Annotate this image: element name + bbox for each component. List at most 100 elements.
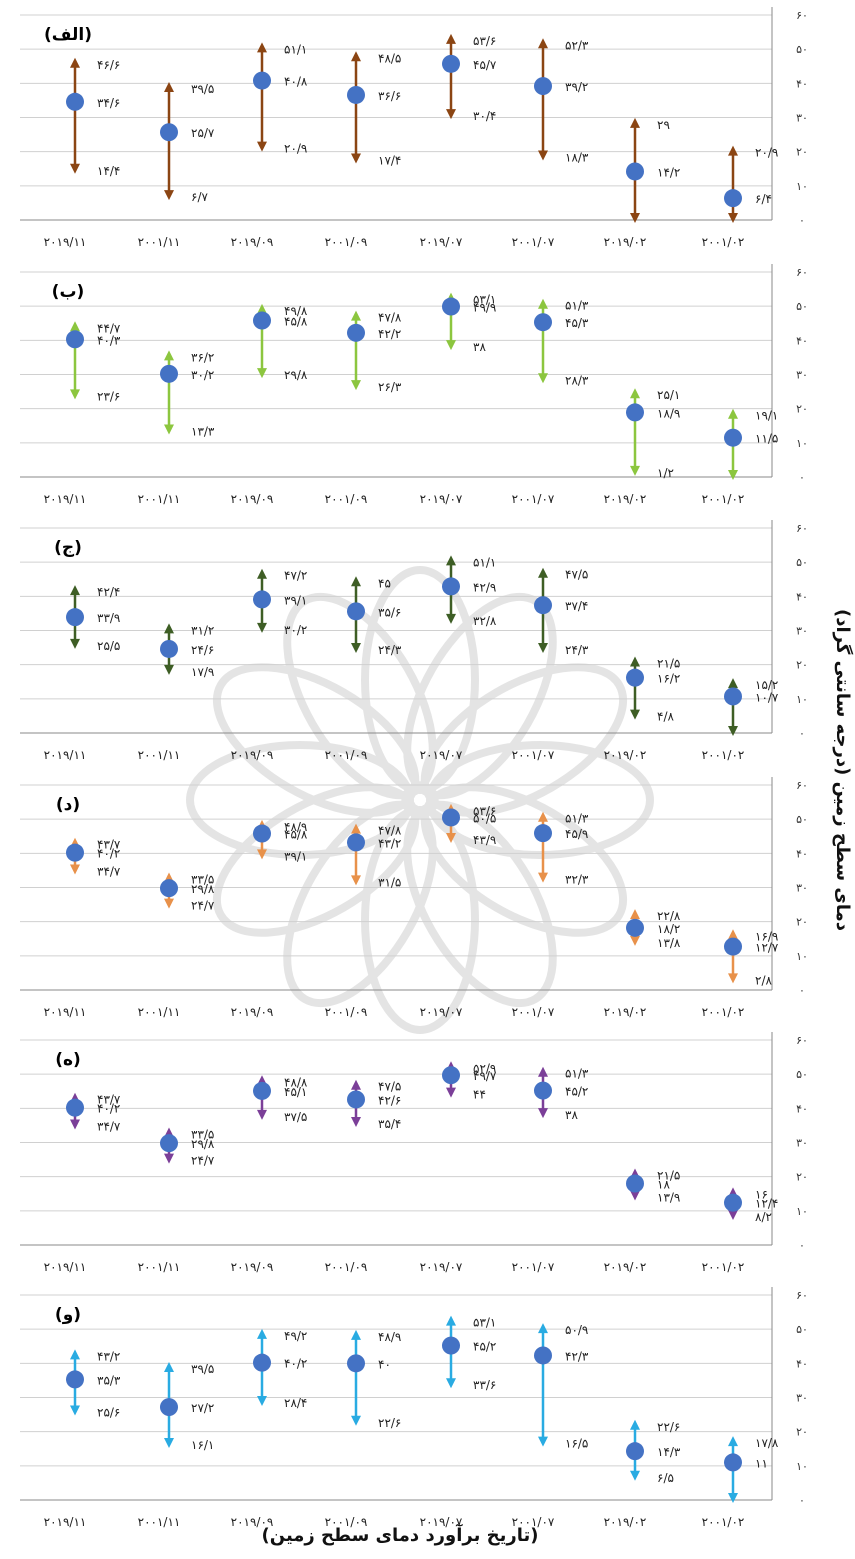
- max-value-label: ۱۷/۸: [755, 1436, 779, 1450]
- x-tick-label: ۲۰۱۹/۰۹: [231, 1260, 274, 1274]
- min-arrow: [446, 1087, 456, 1098]
- mean-dot: [347, 1090, 365, 1109]
- mean-dot: [724, 189, 742, 208]
- watermark-petal: [403, 592, 557, 800]
- max-value-label: ۲۲/۸: [657, 909, 681, 923]
- max-value-label: ۵۳/۱: [473, 1316, 496, 1330]
- mean-value-label: ۳۰/۲: [191, 368, 214, 382]
- min-value-label: ۲۴/۷: [191, 899, 215, 913]
- min-value-label: ۲۹/۸: [284, 368, 308, 382]
- x-tick-label: ۲۰۰۱/۰۹: [325, 1260, 368, 1274]
- mean-value-label: ۳۹/۱: [284, 593, 307, 607]
- min-arrow: [446, 340, 456, 351]
- y-tick-label: ۴۰: [796, 77, 808, 90]
- x-tick-label: ۲۰۰۱/۱۱: [138, 235, 181, 249]
- mean-dot: [160, 639, 178, 658]
- mean-dot: [347, 1354, 365, 1373]
- mean-dot: [66, 92, 84, 111]
- panel: ۰ ۱۰ ۲۰ ۳۰ ۴۰ ۵۰ ۶۰ (و) ۲۰۱۹/۱۱ ۲۰۰۱/۱۱ ۲۰۱۹/۰۹ ۲۰۰…: [20, 1287, 808, 1529]
- x-tick-label: ۲۰۱۹/۰۹: [231, 492, 274, 506]
- mean-value-label: ۲۹/۸: [191, 882, 215, 896]
- mean-value-label: ۴۵/۱: [284, 1085, 307, 1099]
- mean-value-label: ۳۳/۹: [97, 611, 120, 625]
- mean-value-label: ۲۹/۸: [191, 1137, 215, 1151]
- min-value-label: ۱۷/۹: [191, 665, 214, 679]
- x-tick-label: ۲۰۰۱/۱۱: [138, 492, 181, 506]
- max-arrow: [538, 567, 548, 578]
- mean-value-label: ۳۶/۶: [378, 89, 401, 103]
- min-arrow: [630, 709, 640, 720]
- max-value-label: ۴۷/۵: [378, 1080, 401, 1094]
- min-arrow: [728, 470, 738, 480]
- y-tick-label: ۵۰: [796, 1323, 808, 1336]
- min-arrow: [164, 190, 174, 201]
- max-arrow: [70, 321, 80, 332]
- mean-value-label: ۴۹/۹: [473, 301, 496, 315]
- max-value-label: ۵۲/۹: [473, 1061, 496, 1075]
- mean-value-label: ۱۱: [755, 1456, 768, 1470]
- min-value-label: ۱۶/۵: [565, 1437, 588, 1451]
- mean-dot: [253, 824, 271, 843]
- x-tick-label: ۲۰۰۱/۰۹: [325, 492, 368, 506]
- mean-value-label: ۴۲/۶: [378, 1093, 401, 1107]
- watermark-petal: [420, 783, 628, 937]
- panel-label: (ج): [54, 538, 82, 558]
- max-value-label: ۳۳/۵: [191, 873, 214, 887]
- mean-value-label: ۱۶/۲: [657, 672, 680, 686]
- min-value-label: ۲۲/۶: [378, 1416, 401, 1430]
- x-tick-label: ۲۰۰۱/۰۹: [325, 1515, 368, 1529]
- min-value-label: ۲۶/۳: [378, 380, 402, 394]
- max-arrow: [164, 1362, 174, 1373]
- panel: ۰ ۱۰ ۲۰ ۳۰ ۴۰ ۵۰ ۶۰ (د) ۲۰۱۹/۱۱ ۲۰۰۱/۱۱ ۲۰۱۹/۰۹ ۲۰۰…: [20, 777, 808, 1019]
- mean-value-label: ۱۴/۳: [657, 1445, 681, 1459]
- min-value-label: ۳۰/۲: [284, 623, 307, 637]
- min-arrow: [630, 213, 640, 223]
- max-value-label: ۵۱/۳: [565, 1067, 589, 1081]
- min-arrow: [257, 1395, 267, 1406]
- mean-dot: [66, 330, 84, 349]
- y-tick-label: ۵۰: [796, 556, 808, 569]
- max-arrow: [257, 1328, 267, 1339]
- mean-value-label: ۴۵/۸: [284, 828, 308, 842]
- x-tick-label: ۲۰۱۹/۰۹: [231, 1005, 274, 1019]
- min-arrow: [538, 373, 548, 384]
- max-arrow: [257, 568, 267, 579]
- min-arrow: [257, 1109, 267, 1120]
- min-value-label: ۴/۸: [657, 710, 674, 724]
- x-tick-label: ۲۰۰۱/۱۱: [138, 1260, 181, 1274]
- mean-dot: [626, 668, 644, 687]
- x-tick-label: ۲۰۱۹/۰۷: [420, 1515, 463, 1529]
- min-arrow: [446, 109, 456, 120]
- max-value-label: ۴۸/۵: [378, 51, 401, 65]
- max-value-label: ۴۴/۷: [97, 321, 121, 335]
- panel: ۰ ۱۰ ۲۰ ۳۰ ۴۰ ۵۰ ۶۰ (الف) ۲۰۱۹/۱۱ ۲۰۰۱/۱۱ ۲۰۱۹/۰۹ ۲…: [20, 7, 808, 249]
- y-tick-label: ۳۰: [796, 112, 808, 125]
- min-value-label: ۱۳/۸: [657, 936, 681, 950]
- mean-dot: [724, 1193, 742, 1212]
- panel-label: (و): [55, 1305, 81, 1325]
- max-arrow: [630, 909, 640, 920]
- panel: ۰ ۱۰ ۲۰ ۳۰ ۴۰ ۵۰ ۶۰ (ب) ۲۰۱۹/۱۱ ۲۰۰۱/۱۱ ۲۰۱۹/۰۹ ۲۰۰…: [20, 264, 808, 506]
- min-arrow: [257, 141, 267, 152]
- min-value-label: ۲۳/۶: [97, 389, 120, 403]
- max-arrow: [538, 298, 548, 309]
- max-value-label: ۳۹/۵: [191, 82, 214, 96]
- min-value-label: ۳۸: [565, 1108, 578, 1122]
- y-tick-label: ۲۰: [796, 146, 808, 159]
- x-axis-label: (تاریخ برآورد دمای سطح زمین): [261, 1525, 539, 1546]
- mean-dot: [347, 833, 365, 852]
- mean-dot: [347, 85, 365, 104]
- mean-dot: [626, 918, 644, 937]
- min-arrow: [446, 833, 456, 844]
- mean-value-label: ۵۰/۵: [473, 811, 496, 825]
- min-value-label: ۱۳/۳: [191, 425, 215, 439]
- y-tick-label: ۴۰: [796, 847, 808, 860]
- mean-value-label: ۳۹/۲: [565, 80, 588, 94]
- max-arrow: [70, 585, 80, 596]
- max-value-label: ۳۳/۵: [191, 1128, 214, 1142]
- mean-dot: [626, 1442, 644, 1461]
- min-arrow: [351, 875, 361, 886]
- panel-label: (ب): [52, 282, 85, 302]
- max-arrow: [538, 811, 548, 822]
